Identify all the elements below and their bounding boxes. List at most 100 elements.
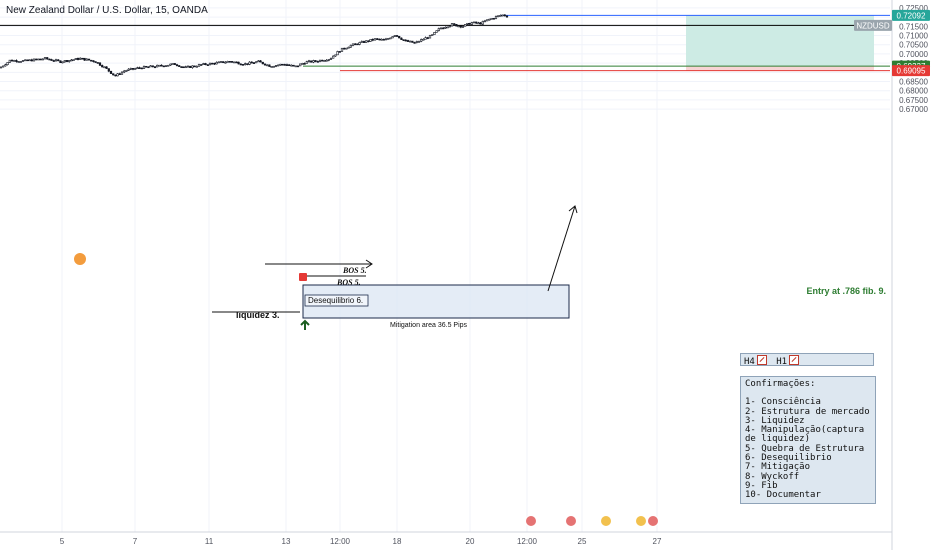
candle xyxy=(404,39,407,42)
candle-body xyxy=(470,22,473,25)
candle xyxy=(475,21,478,24)
candle-body xyxy=(373,38,377,41)
candle xyxy=(285,63,289,66)
candle-body xyxy=(279,63,282,66)
candle xyxy=(340,47,344,52)
candle xyxy=(237,61,240,65)
chart-grid xyxy=(0,0,890,532)
candle xyxy=(173,63,176,65)
candle xyxy=(175,63,179,67)
candle xyxy=(270,66,273,68)
candle-body xyxy=(37,58,40,61)
candle-body xyxy=(252,62,256,64)
candle xyxy=(206,64,209,66)
economic-event-icon[interactable] xyxy=(525,515,537,527)
candle-body xyxy=(486,19,489,22)
candle xyxy=(435,30,438,33)
candle xyxy=(365,40,368,44)
x-tick-label: 25 xyxy=(578,537,587,546)
price-label-text: 0.72092 xyxy=(897,11,926,20)
candle-body xyxy=(448,25,451,28)
economic-event-icon[interactable] xyxy=(647,515,659,527)
red-marker-icon xyxy=(299,273,307,281)
candle xyxy=(428,34,432,39)
candle-body xyxy=(422,38,425,41)
candle-body xyxy=(123,70,126,73)
candle-body xyxy=(411,40,414,43)
candle xyxy=(274,64,278,68)
economic-event-icon[interactable] xyxy=(600,515,612,527)
candle xyxy=(261,61,264,65)
economic-event-icon[interactable] xyxy=(565,515,577,527)
candle xyxy=(316,60,319,63)
candle xyxy=(338,51,341,53)
candle xyxy=(354,43,357,46)
candle-body xyxy=(43,57,47,60)
y-tick-label: 0.70500 xyxy=(899,41,928,50)
candle xyxy=(499,14,502,17)
candle xyxy=(283,63,286,66)
candle xyxy=(362,40,366,43)
candle-body xyxy=(431,34,434,37)
candle-body xyxy=(274,65,278,67)
candle xyxy=(184,65,187,69)
candle-body xyxy=(384,38,388,41)
candle-body xyxy=(112,73,115,76)
candle-body xyxy=(230,61,234,63)
chart-title: New Zealand Dollar / U.S. Dollar, 15, OA… xyxy=(6,5,208,16)
candle-body xyxy=(488,18,491,21)
candle-body xyxy=(81,57,84,60)
candle xyxy=(453,23,456,25)
candle-body xyxy=(446,26,449,29)
candle xyxy=(266,64,269,67)
candle-body xyxy=(472,21,476,24)
candle xyxy=(382,38,385,41)
candle-body xyxy=(301,63,304,65)
confirmacao-item: 1- Consciência xyxy=(745,397,821,408)
candle-body xyxy=(8,59,11,63)
candle xyxy=(503,14,506,17)
candle xyxy=(398,35,401,39)
candle-body xyxy=(409,40,412,43)
candle xyxy=(50,58,53,61)
economic-event-icon[interactable] xyxy=(635,515,647,527)
candle xyxy=(257,60,260,63)
candle xyxy=(466,22,469,26)
candle xyxy=(420,38,423,43)
candle-body xyxy=(197,64,201,67)
candle-body xyxy=(41,58,44,61)
candle-body xyxy=(369,38,372,42)
candle xyxy=(351,43,355,47)
candle-body xyxy=(30,59,33,62)
candle xyxy=(105,66,108,69)
candle xyxy=(292,64,295,67)
candle xyxy=(426,36,429,40)
candle-body xyxy=(305,61,308,64)
candle-body xyxy=(103,66,106,69)
candle xyxy=(30,58,33,62)
candle xyxy=(446,26,449,29)
candle xyxy=(334,54,337,57)
candle xyxy=(505,15,509,18)
candle-body xyxy=(226,61,229,63)
candle-body xyxy=(499,15,502,17)
candle-body xyxy=(72,59,75,61)
candle-body xyxy=(26,59,29,62)
y-tick-label: 0.67500 xyxy=(899,96,928,105)
candle-body xyxy=(65,60,69,62)
candle xyxy=(323,59,326,62)
candle-body xyxy=(312,60,315,63)
candle xyxy=(483,19,487,23)
candle-body xyxy=(94,61,97,63)
candle-body xyxy=(107,68,110,72)
candle xyxy=(387,37,390,40)
candle-body xyxy=(285,64,289,66)
candle-body xyxy=(127,68,130,71)
candle xyxy=(109,70,113,74)
y-tick-label: 0.71000 xyxy=(899,32,928,41)
candle xyxy=(241,64,245,66)
candle xyxy=(19,60,22,63)
candle-body xyxy=(439,27,443,30)
candle xyxy=(81,57,84,60)
